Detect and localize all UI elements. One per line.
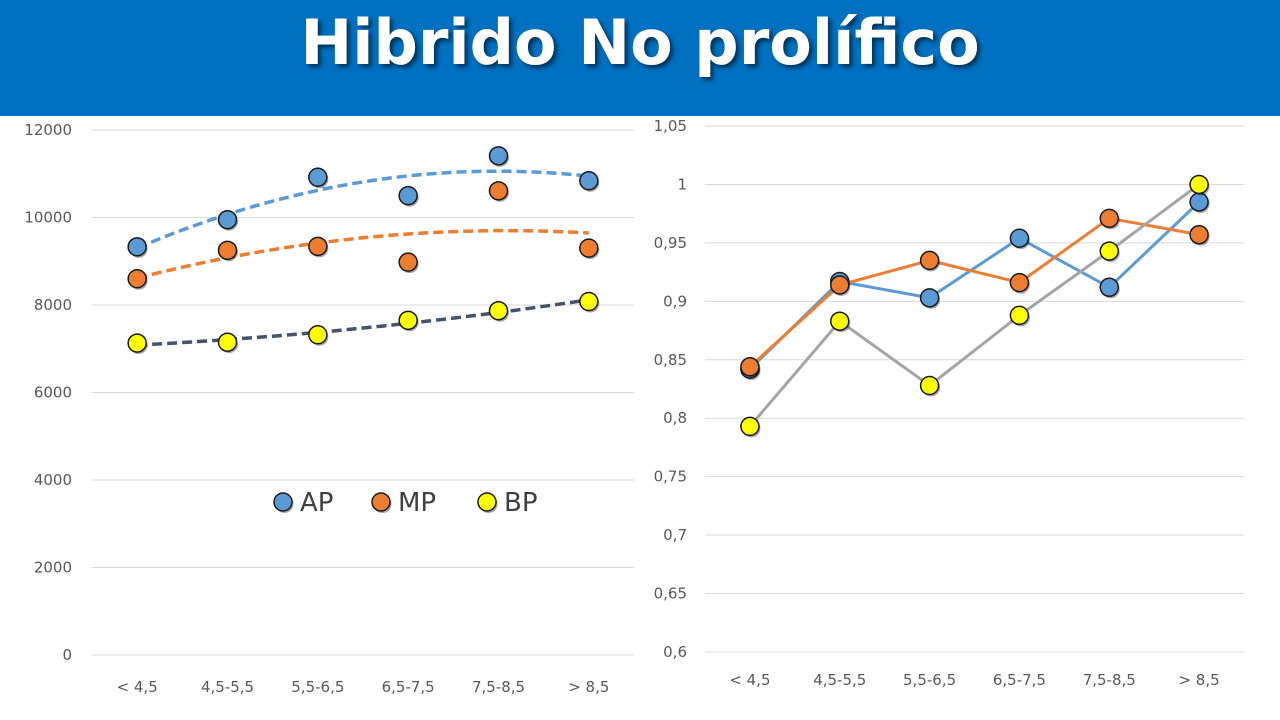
point-bp (217, 332, 238, 352)
point-series-1 (1189, 192, 1209, 212)
left-x-tick-label: 5,5-6,5 (291, 678, 344, 696)
left-x-tick-label: < 4,5 (117, 678, 158, 696)
series-bp (127, 291, 600, 355)
right-y-tick-label: 1,05 (654, 117, 687, 135)
left-x-tick-label: 6,5-7,5 (382, 678, 435, 696)
right-y-tick-label: 0,95 (654, 234, 687, 252)
right-y-tick-label: 1 (677, 175, 687, 193)
right-x-tick-label: > 8,5 (1178, 671, 1219, 689)
line-series-3 (748, 183, 1200, 428)
right-x-tick-label: 5,5-6,5 (903, 671, 956, 689)
point-bp (127, 333, 147, 353)
right-y-tick-label: 0,8 (663, 409, 687, 427)
point-mp (308, 236, 328, 257)
point-series-2 (830, 275, 850, 295)
legend-marker-bp (477, 492, 497, 512)
left-y-tick-label: 0 (62, 646, 72, 664)
point-bp (488, 300, 509, 321)
legend-marker-mp (371, 492, 391, 512)
point-bp (308, 325, 328, 345)
right-x-tick-label: 7,5-8,5 (1083, 671, 1136, 689)
left-y-tick-label: 2000 (34, 559, 72, 577)
right-y-tick-label: 0,75 (654, 468, 687, 486)
point-mp (217, 240, 238, 261)
chart-right: 0,6 0,65 0,7 0,75 0,8 0,85 0,9 0,95 1 1,05 < 4,5 4,… (654, 117, 1244, 689)
point-series-2 (1189, 224, 1209, 245)
right-x-tick-label: < 4,5 (729, 671, 770, 689)
left-y-tick-label: 6000 (34, 384, 72, 402)
point-series-3 (830, 311, 850, 331)
left-y-tick-label: 4000 (34, 471, 72, 489)
point-mp (579, 238, 599, 258)
line-series-1 (748, 200, 1201, 371)
legend: AP MP BP (273, 488, 538, 518)
legend-label-ap: AP (300, 488, 333, 518)
point-series-2 (919, 250, 940, 271)
trendline-bp (137, 298, 590, 347)
series-mp (127, 181, 600, 290)
left-y-tick-label: 12000 (24, 121, 72, 139)
legend-label-mp: MP (398, 488, 436, 518)
right-x-tick-label: 4,5-5,5 (813, 671, 866, 689)
point-mp (398, 252, 418, 272)
point-ap (127, 237, 147, 257)
point-mp (127, 269, 147, 289)
point-series-2 (740, 357, 760, 377)
right-y-tick-label: 0,7 (663, 526, 687, 544)
series-1 (740, 192, 1210, 381)
left-y-tick-label: 8000 (34, 296, 72, 314)
right-y-tick-label: 0,85 (654, 351, 687, 369)
point-series-3 (740, 416, 760, 437)
point-bp (398, 310, 418, 331)
point-bp (579, 291, 599, 312)
chart-left: 0 2000 4000 6000 8000 10000 12000 < 4,5 4,5-5,5 5… (24, 121, 634, 696)
point-series-1 (1009, 228, 1030, 248)
right-gridlines (705, 125, 1244, 653)
point-series-3 (1009, 305, 1030, 326)
point-series-2 (1009, 272, 1030, 293)
left-gridlines (92, 129, 634, 656)
point-series-1 (919, 288, 940, 308)
point-ap (579, 171, 599, 191)
point-series-1 (1099, 277, 1119, 298)
point-series-3 (1189, 174, 1209, 195)
point-series-3 (919, 375, 940, 396)
point-series-3 (1099, 241, 1119, 261)
series-ap (127, 146, 600, 258)
left-y-tick-label: 10000 (24, 209, 72, 227)
left-x-tick-label: 7,5-8,5 (472, 678, 525, 696)
point-ap (488, 146, 509, 166)
point-series-2 (1099, 208, 1119, 229)
right-y-tick-label: 0,9 (663, 292, 687, 310)
trendline-ap (136, 169, 589, 250)
trendline-mp (136, 228, 589, 280)
legend-marker-ap (273, 492, 293, 512)
legend-label-bp: BP (504, 488, 538, 518)
point-ap (217, 209, 238, 230)
series-2 (740, 208, 1210, 378)
right-y-tick-label: 0,65 (654, 585, 687, 603)
point-mp (488, 181, 509, 201)
left-x-tick-label: > 8,5 (568, 678, 609, 696)
series-3 (740, 174, 1210, 438)
title-banner: Hibrido No prolífico (0, 0, 1280, 116)
point-ap (398, 185, 418, 206)
left-x-tick-label: 4,5-5,5 (201, 678, 254, 696)
right-y-tick-label: 0,6 (663, 643, 687, 661)
line-series-2 (748, 216, 1200, 368)
page-title: Hibrido No prolífico (300, 6, 980, 79)
point-ap (308, 167, 328, 187)
right-x-tick-label: 6,5-7,5 (993, 671, 1046, 689)
